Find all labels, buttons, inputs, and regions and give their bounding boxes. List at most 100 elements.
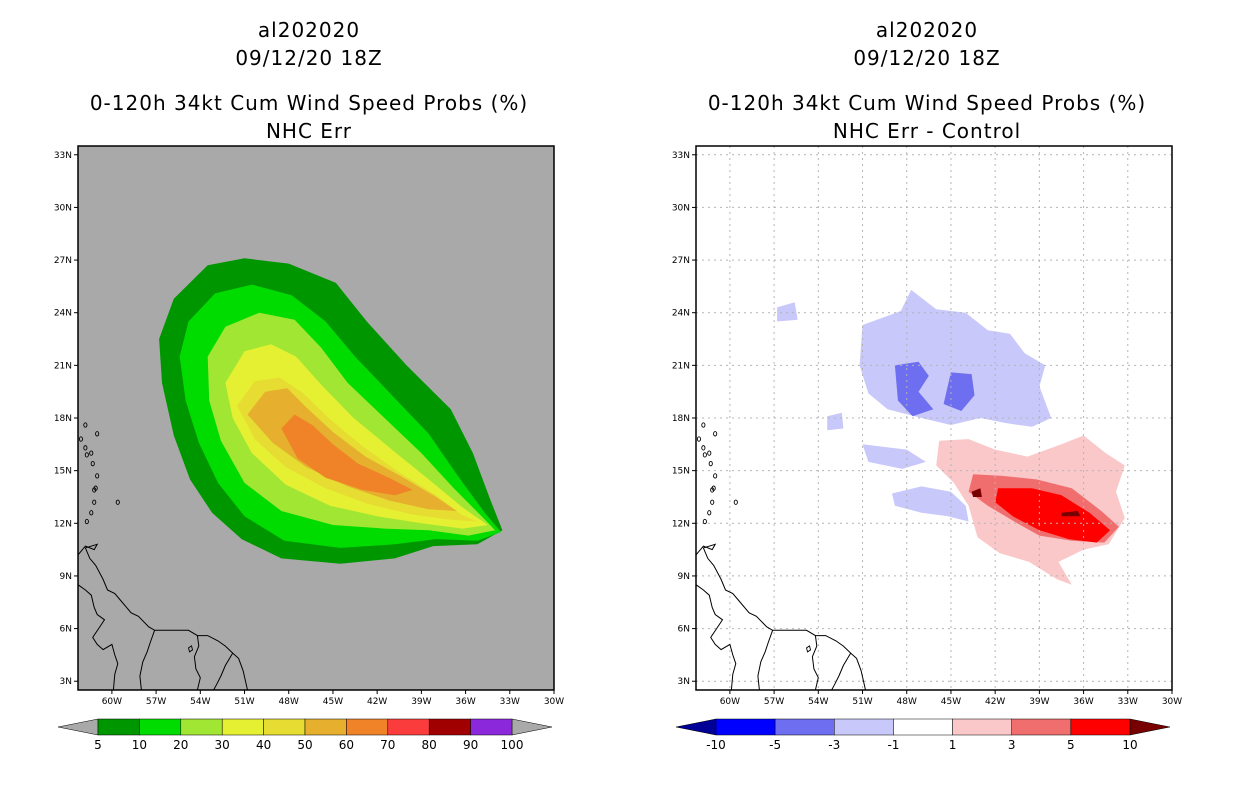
x-tick-label: 30W <box>1162 697 1182 707</box>
x-tick-label: 60W <box>720 697 740 707</box>
island-outline <box>690 428 693 432</box>
island-outline <box>702 518 707 525</box>
x-tick-label: 42W <box>367 697 387 707</box>
island-outline <box>84 518 89 525</box>
coastline <box>696 543 866 690</box>
contour-minus1 <box>862 444 926 469</box>
coastline <box>78 584 119 690</box>
y-tick-label: 15N <box>54 467 72 477</box>
chart-title-datetime: 09/12/20 18Z <box>853 46 1001 70</box>
colorbar-segment <box>139 718 182 736</box>
colorbar-label: -5 <box>769 738 781 752</box>
chart-title-experiment: NHC Err <box>265 119 353 143</box>
island-outline <box>83 445 88 451</box>
colorbar-segment <box>893 718 953 736</box>
left-panel: al202020 09/12/20 18Z 0-120h 34kt Cum Wi… <box>54 18 564 752</box>
island-outline <box>696 436 701 442</box>
coastline <box>139 630 156 690</box>
y-tick-label: 33N <box>672 151 690 161</box>
y-tick-label: 27N <box>672 256 690 266</box>
colorbar-segment <box>221 718 264 736</box>
island-outline <box>89 510 94 516</box>
colorbar-segment <box>180 718 223 736</box>
x-tick-label: 57W <box>146 697 166 707</box>
y-tick-label: 9N <box>678 572 690 582</box>
colorbar-label: 100 <box>501 738 524 752</box>
right-panel: al202020 09/12/20 18Z 0-120h 34kt Cum Wi… <box>618 0 1236 800</box>
island-outline <box>710 499 715 505</box>
colorbar-segment <box>952 718 1012 736</box>
colorbar-segment <box>387 718 430 736</box>
contour-minus1 <box>827 412 844 431</box>
island-outline <box>89 450 94 456</box>
contour-minus1 <box>777 302 798 322</box>
coastline <box>696 584 737 690</box>
x-tick-label: 30W <box>544 697 564 707</box>
plot-area <box>72 258 503 690</box>
island-outline <box>707 510 712 516</box>
island-outline <box>708 460 713 467</box>
colorbar-segment <box>346 718 389 736</box>
colorbar-segment <box>428 718 471 736</box>
x-tick-label: 51W <box>852 697 872 707</box>
x-tick-label: 33W <box>1118 697 1138 707</box>
island-outline <box>72 428 75 432</box>
x-tick-label: 36W <box>1073 697 1093 707</box>
island-outline <box>707 450 712 456</box>
x-tick-label: 42W <box>985 697 1005 707</box>
colorbar-label: 10 <box>132 738 147 752</box>
island-outline <box>92 499 97 505</box>
colorbar-label: 10 <box>1122 738 1137 752</box>
island-outline <box>90 460 95 467</box>
x-tick-label: 39W <box>411 697 431 707</box>
x-tick-label: 39W <box>1029 697 1049 707</box>
y-tick-label: 3N <box>60 677 72 687</box>
colorbar-segment <box>834 718 894 736</box>
island-outline <box>83 422 88 428</box>
y-tick-label: 24N <box>672 309 690 319</box>
island-outline <box>710 487 715 493</box>
colorbar-label: 50 <box>297 738 312 752</box>
colorbar-label: 5 <box>94 738 102 752</box>
colorbar-segment <box>1011 718 1072 736</box>
y-tick-label: 21N <box>672 361 690 371</box>
colorbar-label: 20 <box>173 738 188 752</box>
y-tick-label: 6N <box>678 625 690 635</box>
x-tick-label: 45W <box>941 697 961 707</box>
colorbar-high-arrow <box>1129 718 1171 736</box>
colorbar-label: -1 <box>887 738 899 752</box>
x-tick-label: 36W <box>455 697 475 707</box>
x-tick-label: 57W <box>764 697 784 707</box>
x-tick-label: 45W <box>323 697 343 707</box>
chart-left-svg: 60W 57W 54W 51W 48W 45W 42W 39W 36W 33W 30W 3N 6N 9N 1… <box>54 145 564 752</box>
island-outline <box>733 499 738 505</box>
y-tick-label: 27N <box>54 256 72 266</box>
coastline <box>213 652 234 690</box>
colorbar-high-arrow <box>511 718 553 736</box>
colorbar-label: 70 <box>380 738 395 752</box>
y-tick-label: 18N <box>672 414 690 424</box>
colorbar-low-arrow <box>675 718 717 736</box>
chart-title-product: 0-120h 34kt Cum Wind Speed Probs (%) <box>707 91 1147 115</box>
coastline <box>811 635 819 690</box>
x-tick-label: 33W <box>500 697 520 707</box>
x-tick-label: 60W <box>102 697 122 707</box>
x-tick-label: 48W <box>897 697 917 707</box>
y-tick-label: 24N <box>54 309 72 319</box>
island-outline <box>95 473 100 479</box>
island-outline <box>701 445 706 451</box>
island-outline <box>702 452 707 458</box>
island-outline <box>78 436 83 442</box>
y-tick-label: 12N <box>672 519 690 529</box>
contour-minus3 <box>894 361 934 417</box>
contour-10 <box>1061 511 1081 517</box>
colorbar-segment <box>304 718 347 736</box>
coastline <box>193 635 201 690</box>
colorbar-label: 90 <box>463 738 478 752</box>
island-outline <box>95 431 100 437</box>
island-outline <box>713 431 718 437</box>
contour-5 <box>995 488 1111 543</box>
plot-area <box>690 146 1172 690</box>
x-tick-label: 51W <box>234 697 254 707</box>
y-tick-label: 21N <box>54 361 72 371</box>
